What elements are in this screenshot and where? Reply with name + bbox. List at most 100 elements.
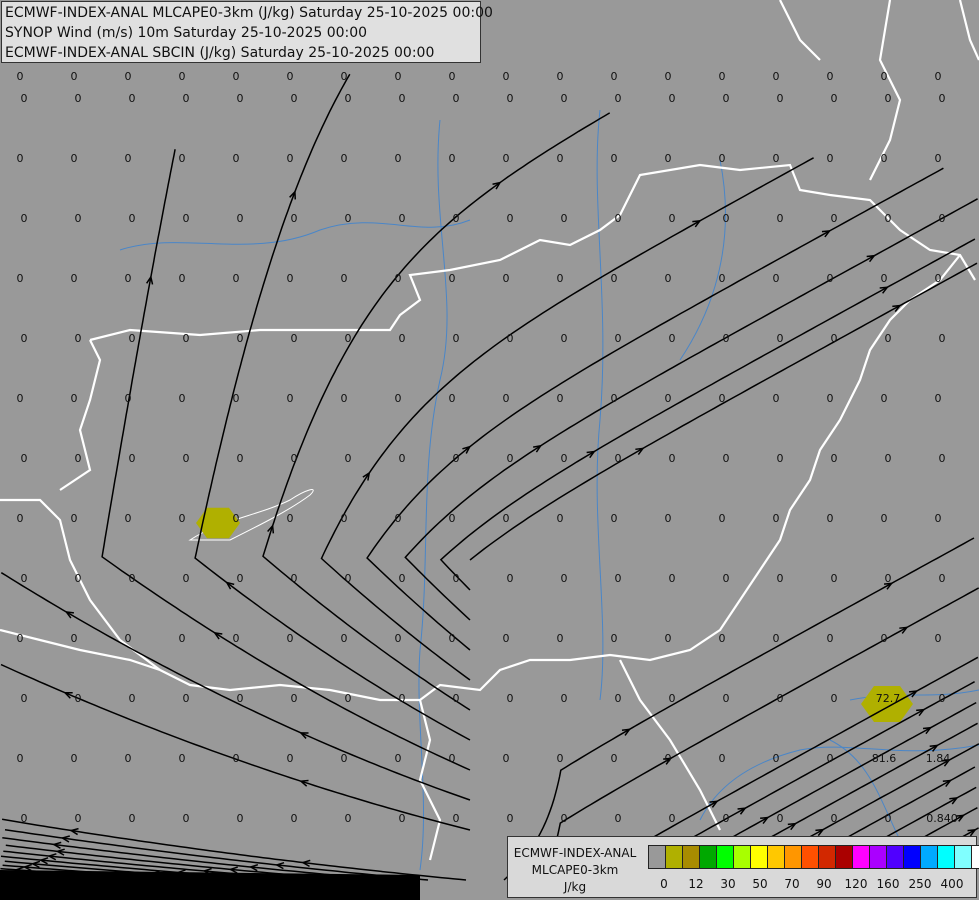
station-value: 0 <box>341 70 348 83</box>
header-line-cin: ECMWF-INDEX-ANAL SBCIN (J/kg) Saturday 2… <box>5 45 435 61</box>
streamline-arrow <box>69 827 79 836</box>
legend-tick-label: 120 <box>844 877 868 891</box>
station-value: 0 <box>719 152 726 165</box>
station-value: 0 <box>719 272 726 285</box>
legend-swatch <box>734 846 751 868</box>
streamline-arrow <box>760 816 770 825</box>
station-value: 0 <box>611 512 618 525</box>
station-value: 0 <box>561 812 568 825</box>
station-value: 0 <box>773 272 780 285</box>
station-value: 0 <box>341 272 348 285</box>
streamline-arrow <box>916 708 926 717</box>
legend-ticks: 0 12 30 50 70 90 120 160 250 400 <box>648 877 978 897</box>
station-value: 0 <box>75 572 82 585</box>
station-value: 0 <box>233 272 240 285</box>
streamline-arrow <box>586 450 596 459</box>
streamline-arrow <box>492 181 502 190</box>
station-value: 0 <box>615 812 622 825</box>
streamline-arrow <box>301 859 311 868</box>
wind-streamline <box>469 262 978 561</box>
station-value: 0 <box>557 392 564 405</box>
station-value: 0 <box>399 572 406 585</box>
legend-swatch <box>683 846 700 868</box>
station-value: 0 <box>669 572 676 585</box>
station-value: 0 <box>129 692 136 705</box>
station-value: 0 <box>179 70 186 83</box>
station-value: 0 <box>449 272 456 285</box>
streamline-arrow <box>787 822 798 831</box>
station-value: 0 <box>939 92 946 105</box>
station-value: 0 <box>453 812 460 825</box>
station-value: 0 <box>233 392 240 405</box>
station-value: 0 <box>561 332 568 345</box>
station-value: 0 <box>179 752 186 765</box>
station-value: 0 <box>831 572 838 585</box>
station-value: 0 <box>723 692 730 705</box>
station-value: 0 <box>935 70 942 83</box>
station-value: 0 <box>129 812 136 825</box>
legend-swatch <box>785 846 802 868</box>
station-value: 0 <box>395 512 402 525</box>
station-value: 0 <box>557 752 564 765</box>
legend-tick-label: 400 <box>940 877 964 891</box>
streamline-arrow <box>879 286 889 294</box>
streamline-arrow <box>621 728 632 736</box>
station-value: 0 <box>129 92 136 105</box>
country-border <box>418 699 442 861</box>
streamline-arrow <box>635 447 645 455</box>
station-value: 0 <box>183 812 190 825</box>
station-value: 0 <box>75 92 82 105</box>
station-value: 0 <box>503 752 510 765</box>
station-value: 0 <box>615 212 622 225</box>
station-value: 0 <box>669 812 676 825</box>
streamline-arrow <box>737 807 747 815</box>
station-value: 0 <box>125 392 132 405</box>
station-value: 0 <box>183 92 190 105</box>
station-value: 0 <box>237 92 244 105</box>
streamline-arrow <box>949 797 959 805</box>
station-value: 0 <box>237 212 244 225</box>
legend-swatch <box>870 846 887 868</box>
station-value: 0 <box>827 392 834 405</box>
station-value: 0 <box>503 272 510 285</box>
station-value: 0 <box>71 392 78 405</box>
header-line-wind: SYNOP Wind (m/s) 10m Saturday 25-10-2025… <box>5 25 368 41</box>
streamline-arrow <box>63 691 73 699</box>
wind-streamline <box>0 663 471 831</box>
station-value: 0 <box>449 392 456 405</box>
station-value: 0 <box>449 70 456 83</box>
streamline-arrow <box>967 828 977 837</box>
station-value: 0 <box>17 70 24 83</box>
station-value: 0 <box>507 332 514 345</box>
station-value: 0 <box>287 392 294 405</box>
station-value: 0 <box>237 692 244 705</box>
station-value: 0 <box>237 452 244 465</box>
station-value: 0 <box>611 152 618 165</box>
station-value: 0.840 <box>926 812 958 825</box>
streamline-arrow <box>709 800 719 808</box>
streamline-arrow <box>228 866 238 874</box>
station-value: 0 <box>561 692 568 705</box>
station-value: 0 <box>557 272 564 285</box>
station-value: 0 <box>17 272 24 285</box>
station-value: 0 <box>723 212 730 225</box>
station-value: 0 <box>183 692 190 705</box>
river <box>596 109 604 701</box>
station-value: 0 <box>503 512 510 525</box>
station-value: 0 <box>21 92 28 105</box>
wind-streamline <box>439 238 976 591</box>
station-value: 0 <box>71 70 78 83</box>
station-value: 0 <box>345 332 352 345</box>
station-value: 0 <box>21 572 28 585</box>
wind-streamline <box>541 587 979 881</box>
map-header: ECMWF-INDEX-ANAL MLCAPE0-3km (J/kg) Satu… <box>1 1 493 63</box>
station-value: 0 <box>719 392 726 405</box>
station-value: 0 <box>125 512 132 525</box>
borders-layer <box>0 0 979 861</box>
station-value: 0 <box>881 512 888 525</box>
streamline-arrow <box>821 229 832 238</box>
wind-streamline <box>503 537 975 881</box>
streamline-arrow <box>47 853 57 861</box>
